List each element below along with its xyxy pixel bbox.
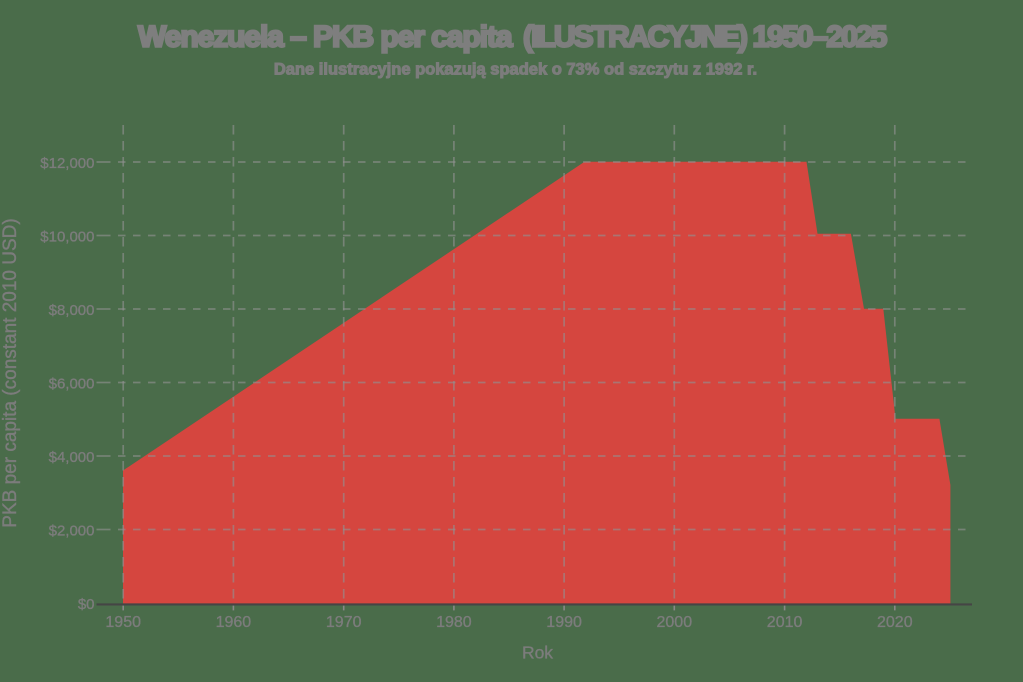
svg-text:2020: 2020 <box>877 614 913 631</box>
svg-text:2010: 2010 <box>767 614 803 631</box>
svg-text:(ILUSTRACYJNE) 1950–2025: (ILUSTRACYJNE) 1950–2025 <box>523 21 887 54</box>
svg-text:2000: 2000 <box>657 614 693 631</box>
svg-text:1980: 1980 <box>436 614 472 631</box>
svg-text:PKB per capita (constant 2010: PKB per capita (constant 2010 USD) <box>0 218 21 527</box>
svg-text:$8,000: $8,000 <box>49 302 95 319</box>
svg-text:$12,000: $12,000 <box>40 155 94 172</box>
svg-text:1960: 1960 <box>216 614 252 631</box>
svg-text:1990: 1990 <box>546 614 582 631</box>
svg-text:Dane ilustracyjne pokazują spa: Dane ilustracyjne pokazują spadek o 73% … <box>274 61 757 79</box>
svg-text:Rok: Rok <box>522 643 553 663</box>
svg-text:$2,000: $2,000 <box>49 523 95 540</box>
svg-text:$10,000: $10,000 <box>40 229 94 246</box>
svg-text:$0: $0 <box>78 596 95 613</box>
svg-text:1950: 1950 <box>105 614 141 631</box>
svg-text:$6,000: $6,000 <box>49 376 95 393</box>
svg-text:$4,000: $4,000 <box>49 449 95 466</box>
svg-text:Wenezuela – PKB per capita: Wenezuela – PKB per capita <box>138 21 513 54</box>
svg-text:1970: 1970 <box>326 614 362 631</box>
